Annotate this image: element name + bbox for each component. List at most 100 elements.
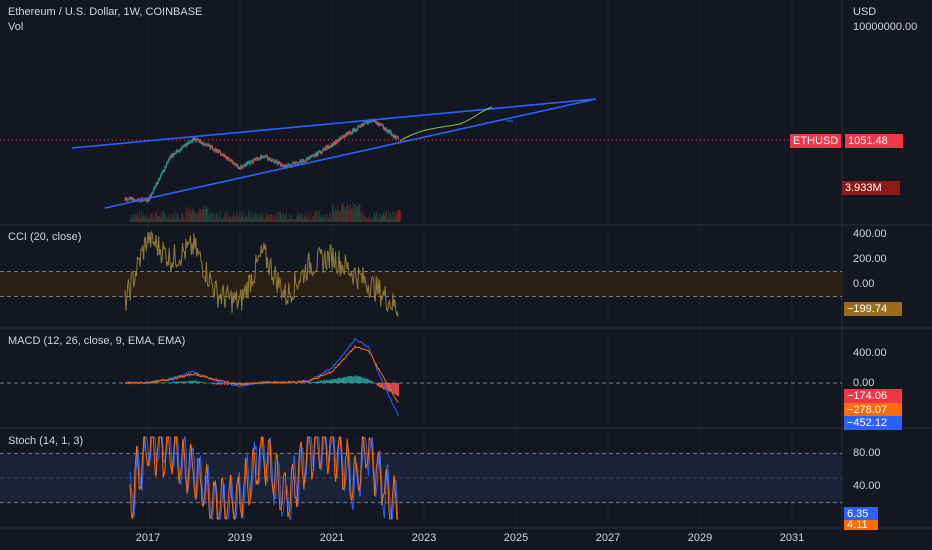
volume-bar xyxy=(242,211,244,222)
cci-pane[interactable] xyxy=(0,230,842,318)
macd-histogram-bar xyxy=(188,381,190,383)
macd-histogram-bar xyxy=(202,381,204,383)
volume-bar xyxy=(164,214,166,222)
volume-bar xyxy=(392,212,394,222)
price-candle xyxy=(334,142,336,145)
macd-histogram-bar xyxy=(353,376,355,383)
cci-tick-0: 0.00 xyxy=(853,278,875,290)
price-candle xyxy=(125,198,127,200)
macd-histogram-bar xyxy=(338,378,339,383)
volume-bar xyxy=(185,211,187,222)
macd-histogram-bar xyxy=(155,382,157,383)
volume-bar xyxy=(278,218,280,222)
price-candle xyxy=(356,129,358,131)
price-candle xyxy=(133,199,135,201)
price-candle xyxy=(373,120,374,122)
macd-histogram-bar xyxy=(344,377,346,383)
volume-bar xyxy=(245,214,247,222)
macd-histogram-bar xyxy=(378,383,380,387)
price-candle xyxy=(321,150,323,153)
price-candle xyxy=(242,166,244,168)
volume-bar xyxy=(348,209,349,222)
price-candle xyxy=(200,142,202,143)
price-candle xyxy=(128,199,129,200)
macd-histogram-bar xyxy=(362,377,364,383)
macd-histogram-bar xyxy=(370,380,371,383)
price-candle xyxy=(224,155,226,157)
price-candle xyxy=(240,165,242,169)
price-candle xyxy=(299,160,301,163)
price-candle xyxy=(346,133,348,135)
price-candle xyxy=(385,129,387,130)
volume-bar xyxy=(179,218,180,222)
price-candle xyxy=(301,161,303,163)
price-candle xyxy=(302,160,304,163)
stoch-pane[interactable] xyxy=(0,436,842,520)
volume-bar xyxy=(157,215,158,222)
price-candle xyxy=(268,158,270,160)
pane-separators[interactable] xyxy=(0,0,932,529)
price-candle xyxy=(170,156,172,157)
price-candle xyxy=(130,198,132,200)
volume-bar xyxy=(214,219,216,222)
macd-histogram-bar xyxy=(350,376,352,383)
volume-bar xyxy=(395,213,397,222)
volume-bar xyxy=(167,213,169,222)
volume-bar xyxy=(338,209,340,222)
macd-histogram-bar xyxy=(375,383,377,385)
volume-bar xyxy=(387,210,389,222)
price-candle xyxy=(352,129,354,132)
macd-histogram-bar xyxy=(364,378,366,383)
macd-histogram-bar xyxy=(177,382,178,383)
volume-bar xyxy=(307,212,309,222)
price-candle xyxy=(127,199,129,201)
price-candle xyxy=(236,164,238,167)
macd-histogram-bar xyxy=(200,382,201,383)
macd-histogram-bar xyxy=(251,383,253,384)
price-candle xyxy=(328,145,329,148)
price-candle xyxy=(180,149,182,151)
price-candle xyxy=(369,120,371,122)
volume-bar xyxy=(235,218,237,222)
macd-pane[interactable] xyxy=(0,337,842,416)
macd-histogram-bar xyxy=(295,383,297,384)
macd-histogram-bar xyxy=(215,383,217,385)
macd-tick-0: 0.00 xyxy=(853,377,875,389)
macd-histogram-bar xyxy=(331,380,332,383)
macd-histogram-bar xyxy=(332,378,334,383)
volume-bar xyxy=(262,211,264,222)
price-pane[interactable] xyxy=(0,98,842,222)
x-label-2023: 2023 xyxy=(411,532,437,544)
volume-bar xyxy=(289,215,291,222)
price-candle xyxy=(384,128,386,130)
macd-histogram-bar xyxy=(322,381,324,383)
price-candle xyxy=(146,200,148,202)
macd-histogram-bar xyxy=(208,383,209,384)
price-candle xyxy=(392,134,394,136)
volume-bar xyxy=(318,210,319,222)
volume-bar xyxy=(162,211,164,222)
price-candle xyxy=(305,158,307,161)
macd-histogram-bar xyxy=(380,383,382,388)
macd-histogram-bar xyxy=(360,376,362,383)
price-candle xyxy=(393,135,395,138)
volume-bar xyxy=(186,206,188,222)
price-candle xyxy=(389,131,391,134)
volume-bar xyxy=(371,216,373,222)
macd-histogram-bar xyxy=(389,383,391,392)
price-candle xyxy=(359,126,361,127)
macd-histogram-bar xyxy=(354,376,355,383)
volume-bar xyxy=(332,204,333,222)
volume-bar xyxy=(306,218,308,222)
macd-histogram-bar xyxy=(181,381,183,383)
volume-bar xyxy=(260,215,262,222)
macd-histogram-bar xyxy=(195,380,197,383)
macd-histogram-bar xyxy=(236,383,238,384)
price-candle xyxy=(199,140,201,143)
price-candle xyxy=(387,131,389,133)
price-candle xyxy=(263,156,265,158)
macd-histogram-bar xyxy=(341,378,343,383)
volume-bar xyxy=(385,212,387,222)
volume-bar xyxy=(215,215,217,222)
